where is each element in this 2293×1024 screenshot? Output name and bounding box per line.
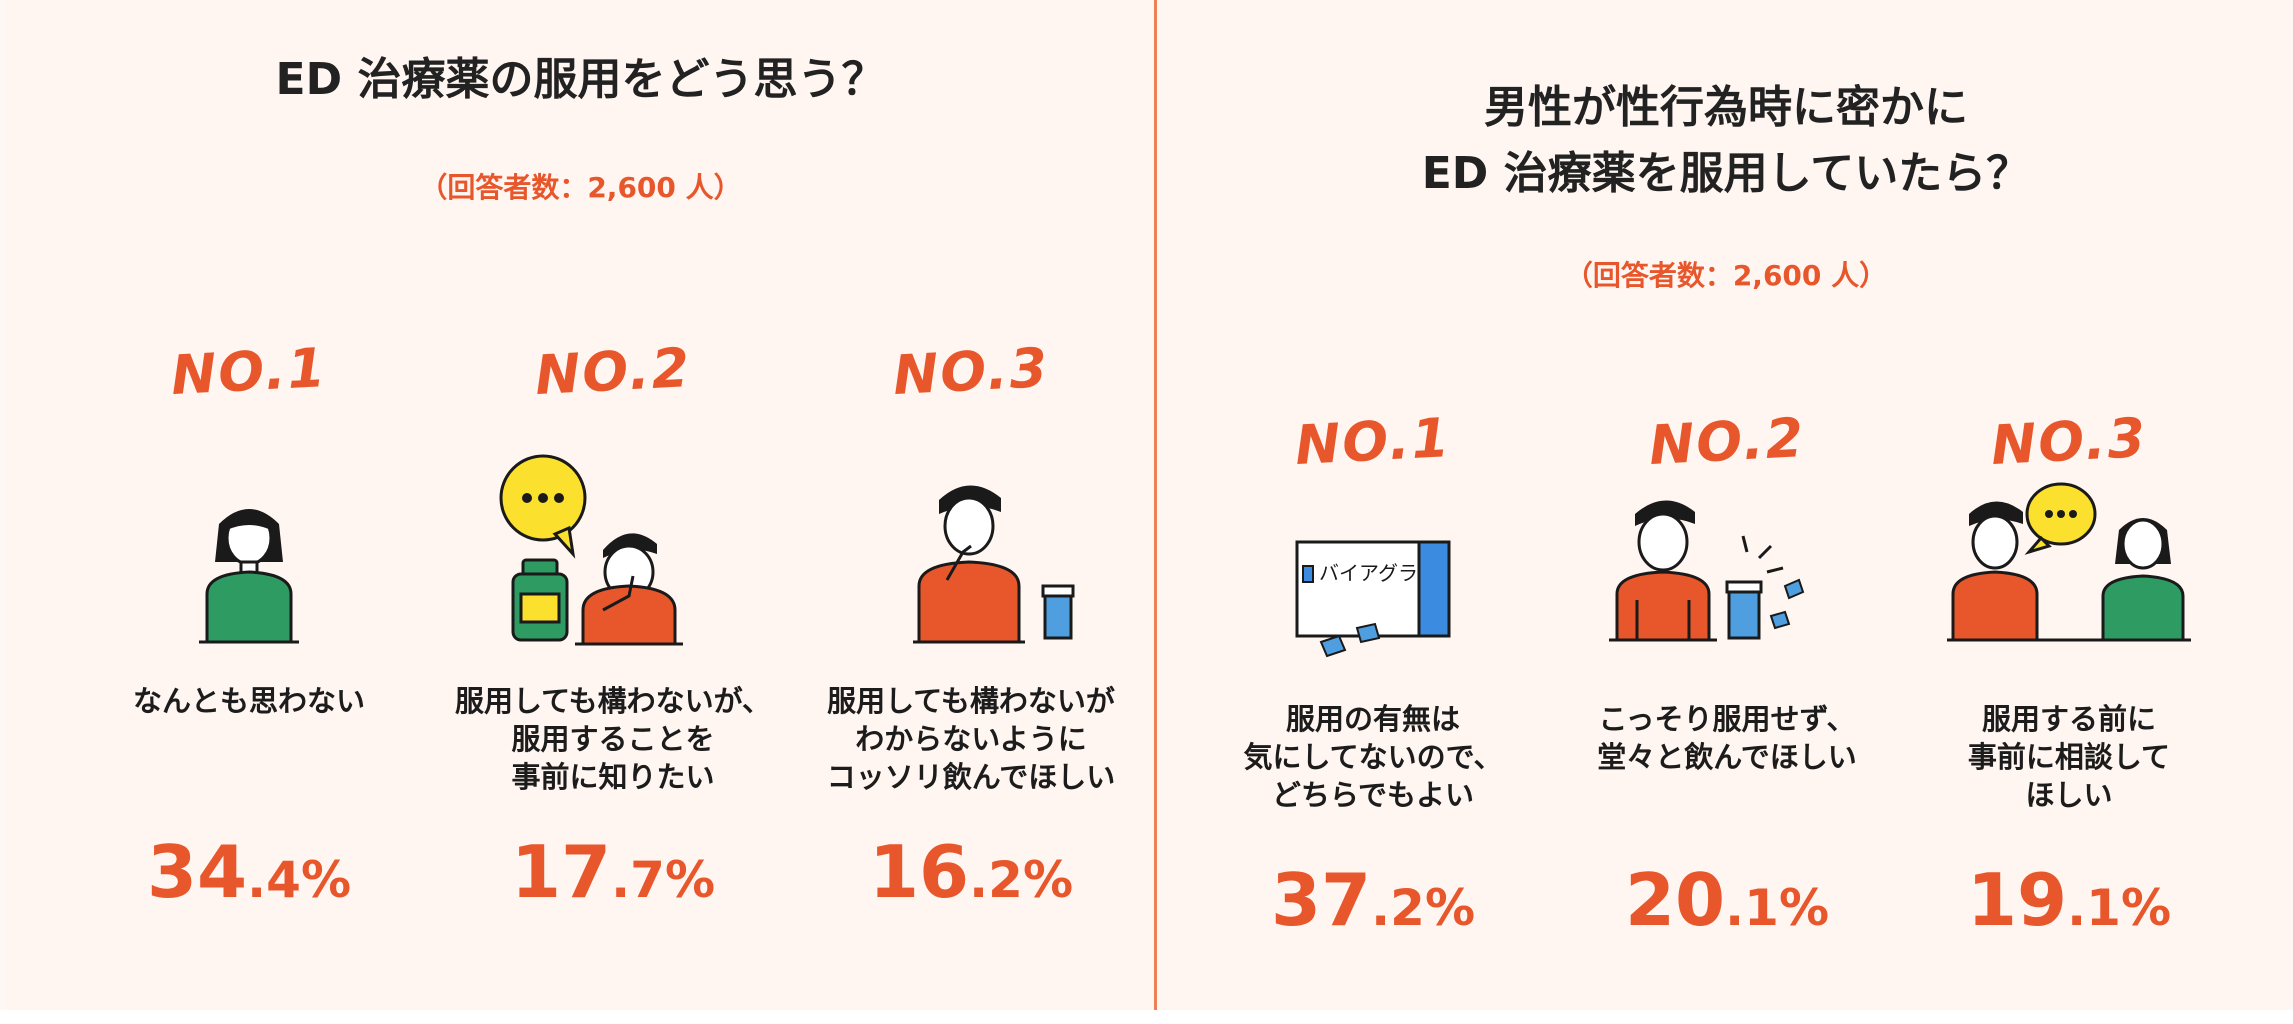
percentage: 19.1% xyxy=(1966,858,2172,942)
rank-label: NO.3 xyxy=(891,335,1051,408)
rank-label: NO.1 xyxy=(169,335,329,408)
man-with-water-glass-icon xyxy=(913,485,1075,644)
percentage: 17.7% xyxy=(510,830,716,914)
right-title-line-1: 男性が性行為時に密かに xyxy=(1484,82,1968,133)
man-with-water-and-pills-icon xyxy=(1609,500,1805,642)
bottom-band xyxy=(0,1010,2293,1024)
answer-label: こっそり服用せず、 堂々と飲んでほしい xyxy=(1597,702,1857,774)
rank-label: NO.2 xyxy=(533,335,693,408)
couple-talking-icon xyxy=(1947,482,2191,642)
panel-divider xyxy=(1154,0,1157,1024)
svg-text:バイアグラ: バイアグラ xyxy=(1319,561,1418,585)
percentage: 34.4% xyxy=(146,830,352,914)
answer-label: なんとも思わない xyxy=(132,684,365,718)
thinking-man-with-pill-bottle-icon xyxy=(499,454,683,646)
left-title: ED 治療薬の服用をどう思う？ xyxy=(275,54,886,105)
answer-label: 服用しても構わないが、 服用することを 事前に知りたい xyxy=(454,684,772,794)
left-respondents: （回答者数：2,600 人） xyxy=(419,171,742,204)
percentage: 16.2% xyxy=(868,830,1074,914)
answer-label: 服用しても構わないが わからないように コッソリ飲んでほしい xyxy=(826,684,1116,794)
medicine-box-icon: バイアグラ xyxy=(1295,540,1451,658)
percentage: 37.2% xyxy=(1270,858,1476,942)
woman-green-sweater-icon xyxy=(199,509,299,644)
right-panel: 男性が性行為時に密かに ED 治療薬を服用していたら？ （回答者数：2,600 … xyxy=(1159,0,2293,1010)
answer-label: 服用する前に 事前に相談して ほしい xyxy=(1967,702,2171,812)
answer-label: 服用の有無は 気にしてないので、 どちらでもよい xyxy=(1243,702,1503,812)
left-panel: ED 治療薬の服用をどう思う？ （回答者数：2,600 人） NO.1 なんとも… xyxy=(6,0,1155,1010)
rank-label: NO.2 xyxy=(1647,405,1807,478)
right-title-line-2: ED 治療薬を服用していたら？ xyxy=(1421,148,2031,199)
rank-label: NO.3 xyxy=(1989,405,2149,478)
rank-label: NO.1 xyxy=(1293,405,1453,478)
percentage: 20.1% xyxy=(1624,858,1830,942)
right-respondents: （回答者数：2,600 人） xyxy=(1564,259,1888,292)
